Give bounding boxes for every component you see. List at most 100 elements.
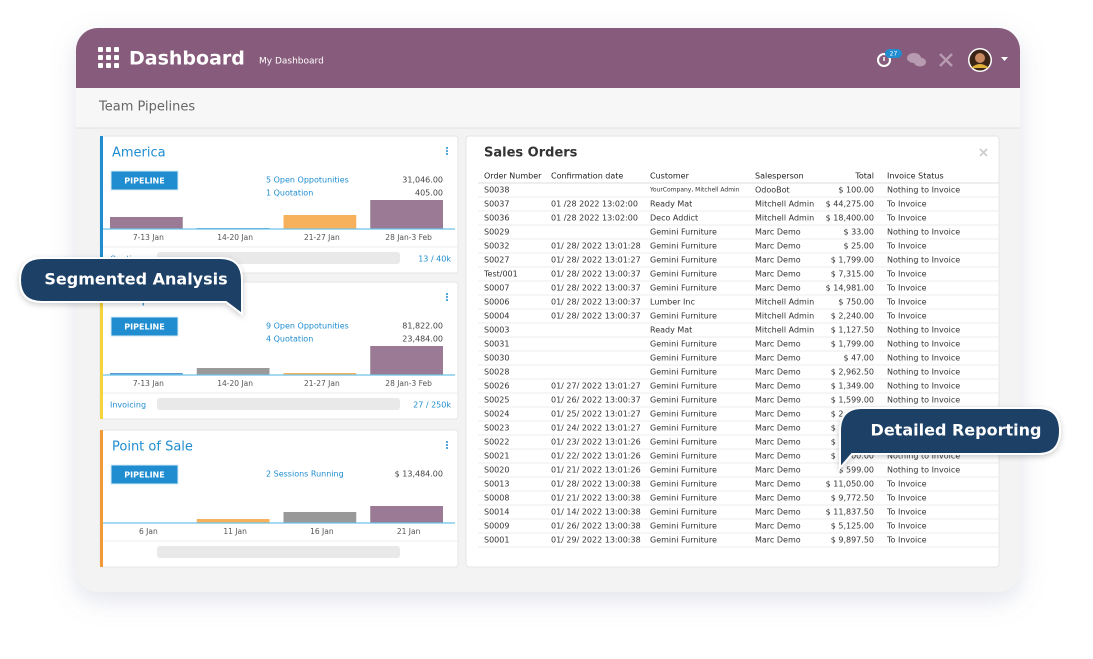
pipeline-button[interactable] [110, 464, 179, 485]
table-cell: 01/ 23/ 2022 13:01:26 [551, 438, 641, 447]
chart-bar [196, 368, 270, 375]
column-header[interactable]: Customer [650, 172, 690, 181]
table-cell[interactable]: S0037 [484, 200, 509, 209]
table-cell: Gemini Furniture [650, 536, 717, 545]
card-menu[interactable] [446, 299, 448, 301]
table-cell[interactable]: S0021 [484, 452, 509, 461]
table-cell: Marc Demo [755, 354, 801, 363]
table-cell: To Invoice [886, 522, 927, 531]
table-cell[interactable]: S0025 [484, 396, 509, 405]
card-title[interactable]: America [112, 146, 166, 161]
table-cell: Marc Demo [755, 340, 801, 349]
chart-label: 7-13 Jan [133, 233, 164, 242]
table-cell[interactable]: S0028 [484, 368, 509, 377]
table-cell: 01/ 26/ 2022 13:00:38 [551, 522, 641, 531]
pipeline-button[interactable] [110, 316, 179, 337]
column-header[interactable]: Confirmation date [551, 172, 623, 181]
table-cell: To Invoice [886, 284, 927, 293]
table-cell: Gemini Furniture [650, 410, 717, 419]
callout-label: Detailed Reporting [871, 421, 1042, 440]
table-cell[interactable]: S0013 [484, 480, 509, 489]
footer-value: 13 / 40k [418, 255, 451, 264]
table-cell[interactable]: S0020 [484, 466, 509, 475]
table-cell: Gemini Furniture [650, 270, 717, 279]
table-cell: Gemini Furniture [650, 382, 717, 391]
card-title[interactable]: Point of Sale [112, 440, 193, 455]
table-cell: $ 1,599.00 [831, 396, 874, 405]
card-link[interactable]: 5 Open Oppotunities [266, 176, 349, 185]
table-cell[interactable]: Test/001 [483, 270, 518, 279]
pipeline-button-label: PIPELINE [124, 323, 164, 332]
table-cell: Mitchell Admin [755, 312, 814, 321]
apps-icon[interactable] [98, 47, 119, 68]
table-cell: 01/ 28/ 2022 13:00:37 [551, 270, 641, 279]
card-menu[interactable] [446, 296, 448, 298]
chart-bar [283, 373, 357, 375]
column-header[interactable]: Total [854, 172, 874, 181]
chart-label: 7-13 Jan [133, 379, 164, 388]
table-cell: Gemini Furniture [650, 494, 717, 503]
table-cell: Nothing to Invoice [887, 466, 960, 475]
table-cell[interactable]: S0023 [484, 424, 509, 433]
table-cell: Marc Demo [755, 466, 801, 475]
table-cell: Gemini Furniture [650, 354, 717, 363]
table-cell[interactable]: S0014 [484, 508, 509, 517]
close-icon[interactable] [979, 148, 988, 157]
table-cell[interactable]: S0006 [484, 298, 509, 307]
table-cell: Gemini Furniture [650, 256, 717, 265]
card-link[interactable]: 1 Quotation [266, 189, 313, 198]
table-cell[interactable]: S0003 [484, 326, 509, 335]
table-cell: To Invoice [886, 480, 927, 489]
table-cell[interactable]: S0030 [484, 354, 509, 363]
card-menu[interactable] [446, 150, 448, 152]
card-menu[interactable] [446, 293, 448, 295]
avatar[interactable] [968, 48, 992, 72]
table-cell[interactable]: S0009 [484, 522, 509, 531]
footer-value: 27 / 250k [413, 401, 451, 410]
table-cell[interactable]: S0007 [484, 284, 509, 293]
table-cell[interactable]: S0008 [484, 494, 509, 503]
table-cell: Mitchell Admin [755, 200, 814, 209]
card-menu[interactable] [446, 441, 448, 443]
activity-icon[interactable] [877, 49, 902, 67]
card-menu[interactable] [446, 147, 448, 149]
column-header[interactable]: Invoice Status [887, 172, 944, 181]
user-caret[interactable] [1001, 57, 1008, 61]
table-cell[interactable]: S0004 [484, 312, 509, 321]
chat-icon[interactable] [907, 53, 926, 67]
card-amount: 23,484.00 [402, 335, 443, 344]
card-link[interactable]: 2 Sessions Running [266, 470, 344, 479]
table-cell: 01/ 28/ 2022 13:01:27 [551, 256, 641, 265]
table-cell[interactable]: S0022 [484, 438, 509, 447]
tools-icon[interactable] [939, 53, 953, 67]
table-cell: Gemini Furniture [650, 340, 717, 349]
pipeline-button[interactable] [110, 170, 179, 191]
card-menu[interactable] [446, 153, 448, 155]
column-header[interactable]: Order Number [484, 172, 542, 181]
table-cell[interactable]: S0001 [484, 536, 509, 545]
chart-label: 16 Jan [310, 527, 334, 536]
card-menu[interactable] [446, 444, 448, 446]
table-cell: Deco Addict [650, 214, 698, 223]
card-menu[interactable] [446, 447, 448, 449]
table-cell[interactable]: S0038 [484, 186, 509, 195]
footer-label[interactable]: Invoicing [110, 401, 146, 410]
table-cell: 01/ 29/ 2022 13:00:38 [551, 536, 641, 545]
table-cell[interactable]: S0036 [484, 214, 509, 223]
table-cell[interactable]: S0024 [484, 410, 509, 419]
chart-label: 14-20 Jan [217, 379, 253, 388]
table-cell: $ 1,799.00 [831, 256, 874, 265]
table-cell: 01/ 28/ 2022 13:01:28 [551, 242, 641, 251]
table-cell[interactable]: S0027 [484, 256, 509, 265]
table-cell: 01/ 28/ 2022 13:00:37 [551, 312, 641, 321]
table-cell[interactable]: S0032 [484, 242, 509, 251]
menu-item[interactable]: My Dashboard [259, 57, 324, 67]
table-cell: $ 750.00 [838, 298, 874, 307]
table-cell[interactable]: S0026 [484, 382, 509, 391]
table-cell[interactable]: S0029 [484, 228, 509, 237]
chart-label: 11 Jan [223, 527, 247, 536]
column-header[interactable]: Salesperson [755, 172, 804, 181]
card-link[interactable]: 4 Quotation [266, 335, 313, 344]
card-link[interactable]: 9 Open Oppotunities [266, 322, 349, 331]
table-cell[interactable]: S0031 [484, 340, 509, 349]
